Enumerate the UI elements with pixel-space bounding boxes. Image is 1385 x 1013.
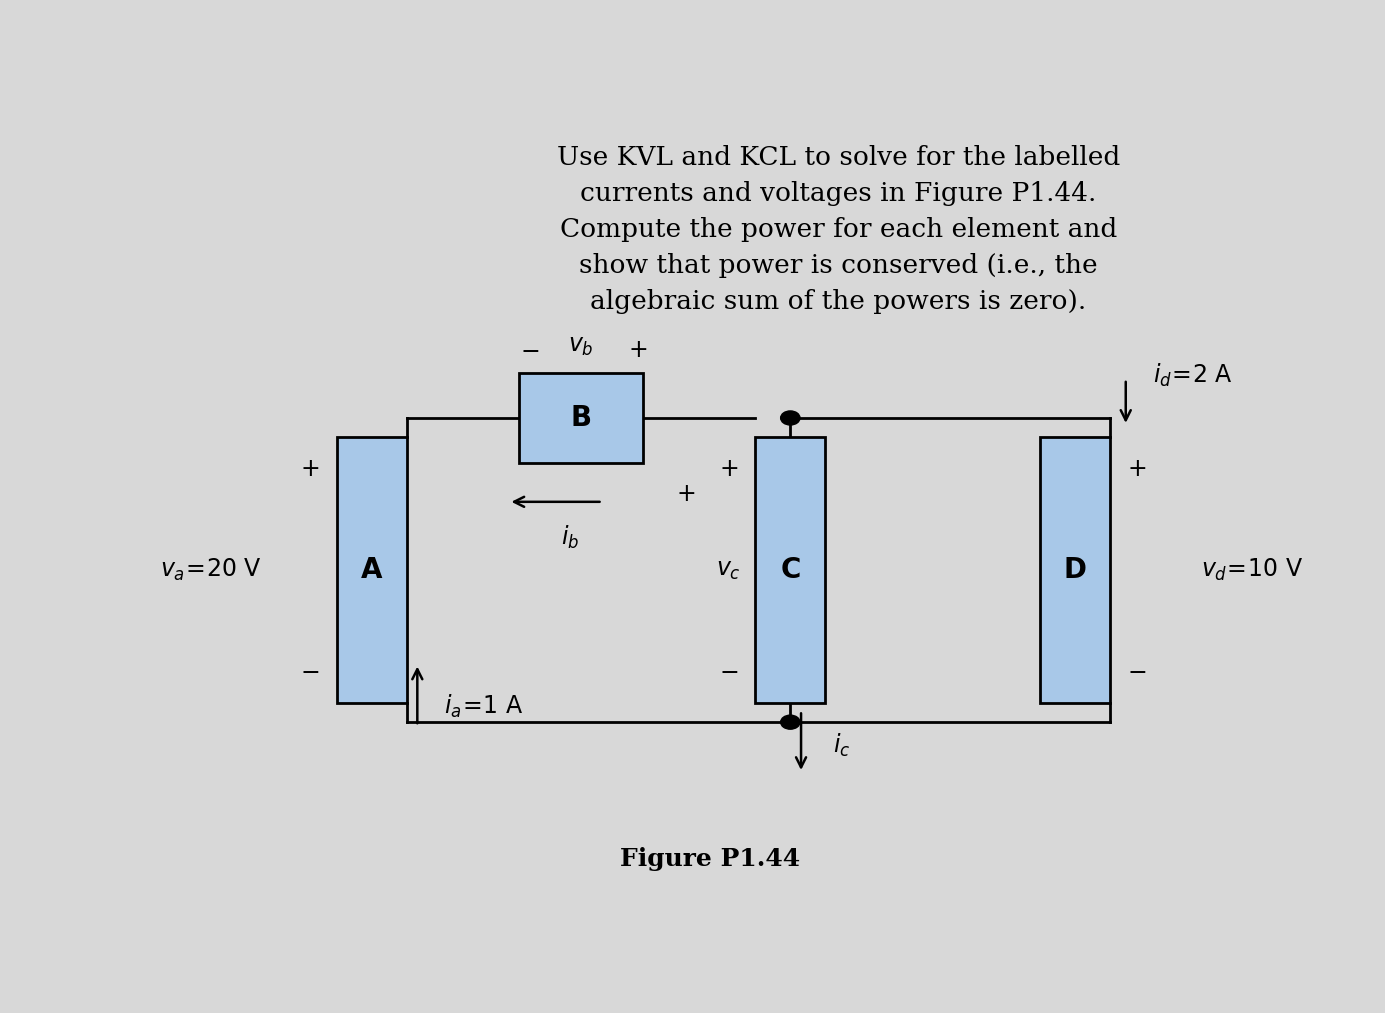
Text: $v_c$: $v_c$ <box>716 558 741 582</box>
Text: $-$: $-$ <box>1127 659 1147 684</box>
Text: A: A <box>361 556 382 585</box>
Text: $+$: $+$ <box>676 482 695 506</box>
Text: D: D <box>1064 556 1086 585</box>
Text: B: B <box>571 404 591 432</box>
Text: $-$: $-$ <box>719 659 738 684</box>
Circle shape <box>781 411 801 425</box>
Text: $+$: $+$ <box>1127 457 1147 480</box>
Text: $i_b$: $i_b$ <box>561 524 579 550</box>
Bar <box>337 438 407 703</box>
Text: Use KVL and KCL to solve for the labelled
currents and voltages in Figure P1.44.: Use KVL and KCL to solve for the labelle… <box>557 145 1120 314</box>
Text: $i_d\!=\!2\ \mathrm{A}$: $i_d\!=\!2\ \mathrm{A}$ <box>1152 362 1233 389</box>
Text: $+$: $+$ <box>301 457 320 480</box>
Text: Figure P1.44: Figure P1.44 <box>619 847 801 870</box>
Circle shape <box>781 715 801 729</box>
Text: $v_a\!=\!20\ \mathrm{V}$: $v_a\!=\!20\ \mathrm{V}$ <box>159 557 262 583</box>
Text: $i_c$: $i_c$ <box>834 732 850 759</box>
Text: $v_b$: $v_b$ <box>568 334 594 358</box>
Text: $+$: $+$ <box>627 337 647 362</box>
Text: $i_a\!=\!1\ \mathrm{A}$: $i_a\!=\!1\ \mathrm{A}$ <box>445 693 524 720</box>
Text: $v_d\!=\!10\ \mathrm{V}$: $v_d\!=\!10\ \mathrm{V}$ <box>1201 557 1303 583</box>
Bar <box>519 373 643 463</box>
Bar <box>755 438 825 703</box>
Text: $-$: $-$ <box>301 659 320 684</box>
Text: C: C <box>780 556 801 585</box>
Text: $-$: $-$ <box>521 337 540 362</box>
Bar <box>1040 438 1109 703</box>
Text: $+$: $+$ <box>719 457 738 480</box>
